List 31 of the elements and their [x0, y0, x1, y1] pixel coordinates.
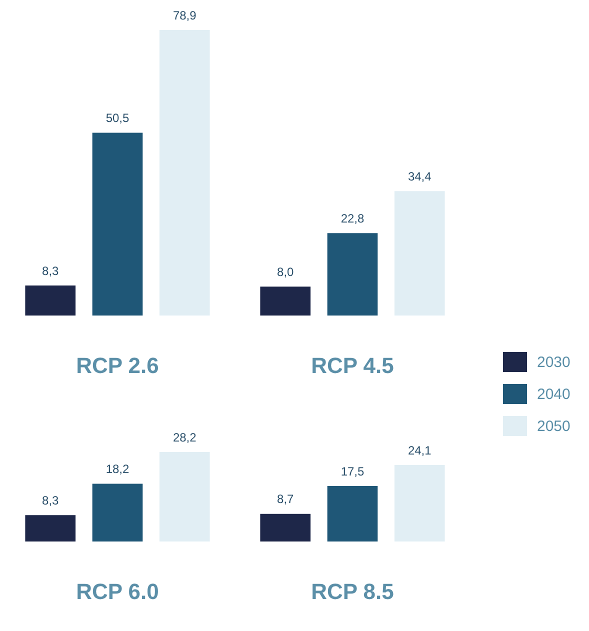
x-tick-label: RCP 2.6: [76, 352, 159, 378]
bar: [260, 514, 311, 542]
x-tick-label: RCP 4.5: [311, 352, 394, 378]
bar: [159, 30, 210, 316]
bar: [92, 132, 143, 316]
data-label: 34,4: [408, 169, 432, 184]
bar: [260, 286, 311, 316]
data-label: 18,2: [106, 462, 130, 476]
bar: [92, 484, 143, 542]
bar: [327, 486, 378, 542]
data-label: 22,8: [340, 211, 364, 226]
data-label: 78,9: [172, 8, 197, 22]
bar: [394, 191, 445, 316]
data-label: 8,7: [277, 492, 294, 506]
data-label: 8,0: [277, 264, 294, 279]
data-label: 50,5: [106, 111, 130, 126]
x-tick-label: RCP 6.0: [76, 578, 159, 604]
bar: [25, 515, 76, 542]
legend-label: 2030: [537, 354, 570, 370]
x-tick-label: RCP 8.5: [311, 578, 394, 604]
bar: [25, 286, 76, 316]
data-label: 17,5: [340, 464, 364, 478]
bar: [159, 452, 210, 542]
data-label: 8,3: [42, 264, 60, 278]
data-label: 24,1: [408, 443, 432, 458]
legend-label: 2040: [537, 386, 570, 402]
bar: [327, 233, 378, 316]
bar: [394, 465, 445, 542]
data-label: 28,2: [172, 430, 197, 444]
data-label: 8,3: [42, 493, 60, 508]
legend-label: 2050: [537, 418, 570, 434]
